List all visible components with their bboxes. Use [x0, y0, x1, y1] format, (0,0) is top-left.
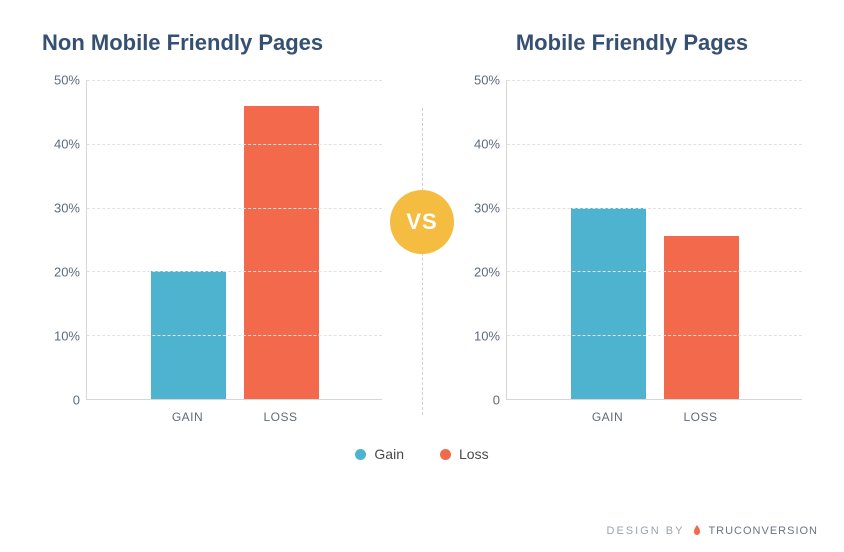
bar-loss — [244, 106, 319, 399]
gridline — [87, 335, 382, 336]
x-label: LOSS — [243, 400, 318, 430]
chart-left-plot: 010%20%30%40%50% GAINLOSS — [42, 80, 382, 430]
vs-badge: VS — [390, 190, 454, 254]
footer-brand-text: TRUCONVERSION — [708, 525, 818, 537]
chart-right-xaxis: GAIN LOSS — [506, 400, 802, 430]
brand-flame-icon — [690, 524, 704, 538]
gridline — [507, 144, 802, 145]
chart-right: Mobile Friendly Pages 0 10% 20% 30% 40% 50% G… — [462, 30, 802, 430]
x-label: GAIN — [150, 400, 225, 430]
bar-loss — [664, 236, 739, 399]
y-tick-label: 0 — [493, 393, 500, 408]
footer-prefix: DESIGN BY — [607, 525, 685, 537]
gridline — [507, 271, 802, 272]
chart-left: Non Mobile Friendly Pages 0 10% 20% 30% 40% 5… — [42, 30, 382, 430]
chart-right-title: Mobile Friendly Pages — [462, 30, 802, 56]
legend: Gain Loss — [42, 446, 802, 462]
gridline — [507, 208, 802, 209]
x-label: GAIN — [570, 400, 645, 430]
chart-left-title: Non Mobile Friendly Pages — [42, 30, 382, 56]
y-tick-label: 40% — [474, 137, 500, 152]
y-tick-label: 50% — [54, 73, 80, 88]
gridline — [87, 144, 382, 145]
y-tick-label: 20% — [54, 265, 80, 280]
chart-right-yaxis: 010%20%30%40%50% — [462, 80, 506, 400]
y-tick-label: 10% — [474, 329, 500, 344]
legend-item-loss: Loss — [440, 446, 489, 462]
bar-gain — [571, 208, 646, 399]
legend-label: Loss — [459, 446, 489, 462]
vs-line — [422, 108, 423, 415]
gridline — [87, 80, 382, 81]
gridline — [87, 208, 382, 209]
legend-item-gain: Gain — [355, 446, 404, 462]
y-tick-label: 20% — [474, 265, 500, 280]
footer-credit: DESIGN BY TRUCONVERSION — [607, 524, 818, 538]
chart-left-grid — [86, 80, 382, 400]
y-tick-label: 50% — [474, 73, 500, 88]
chart-right-bars — [507, 80, 802, 399]
y-tick-label: 0 — [73, 393, 80, 408]
gridline — [507, 80, 802, 81]
legend-swatch — [355, 449, 366, 460]
chart-left-yaxis: 010%20%30%40%50% — [42, 80, 86, 400]
chart-right-grid — [506, 80, 802, 400]
chart-right-plot: 010%20%30%40%50% GAINLOSS — [462, 80, 802, 430]
legend-label: Gain — [374, 446, 404, 462]
legend-swatch — [440, 449, 451, 460]
footer-brand: TRUCONVERSION — [690, 524, 818, 538]
y-tick-label: 30% — [54, 201, 80, 216]
y-tick-label: 30% — [474, 201, 500, 216]
charts-row: Non Mobile Friendly Pages 0 10% 20% 30% 40% 5… — [42, 30, 802, 430]
chart-left-xaxis: GAIN LOSS — [86, 400, 382, 430]
chart-container: Non Mobile Friendly Pages 0 10% 20% 30% 40% 5… — [0, 0, 844, 462]
chart-left-bars — [87, 80, 382, 399]
gridline — [507, 335, 802, 336]
gridline — [87, 271, 382, 272]
y-tick-label: 10% — [54, 329, 80, 344]
y-tick-label: 40% — [54, 137, 80, 152]
x-label: LOSS — [663, 400, 738, 430]
